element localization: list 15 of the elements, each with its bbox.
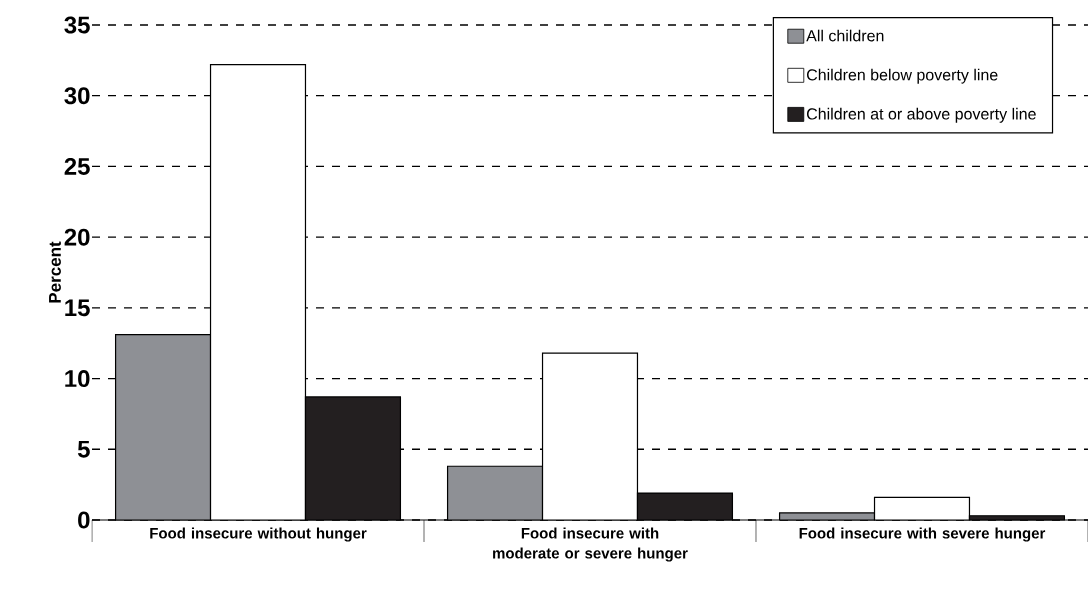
y-tick-label: 30 bbox=[64, 87, 90, 105]
y-tick-label: 10 bbox=[65, 370, 90, 388]
x-tick-label: Food insecure with severe hunger bbox=[799, 527, 1046, 542]
y-tick-label: 20 bbox=[64, 228, 90, 246]
y-axis-title: Percent bbox=[49, 241, 61, 303]
legend-label: All children bbox=[806, 29, 884, 42]
y-tick-label: 25 bbox=[64, 157, 90, 175]
y-tick-label: 0 bbox=[78, 511, 90, 529]
y-tick-label: 35 bbox=[64, 16, 90, 34]
y-tick-label: 15 bbox=[65, 299, 90, 317]
legend-label: Children at or above poverty line bbox=[807, 107, 1036, 123]
x-tick-label: Food insecure with moderate or severe hunger bbox=[493, 527, 688, 562]
x-tick-label: Food insecure without hunger bbox=[150, 527, 367, 542]
y-tick-label: 5 bbox=[77, 440, 90, 458]
legend-label: Children below poverty line bbox=[807, 68, 998, 84]
